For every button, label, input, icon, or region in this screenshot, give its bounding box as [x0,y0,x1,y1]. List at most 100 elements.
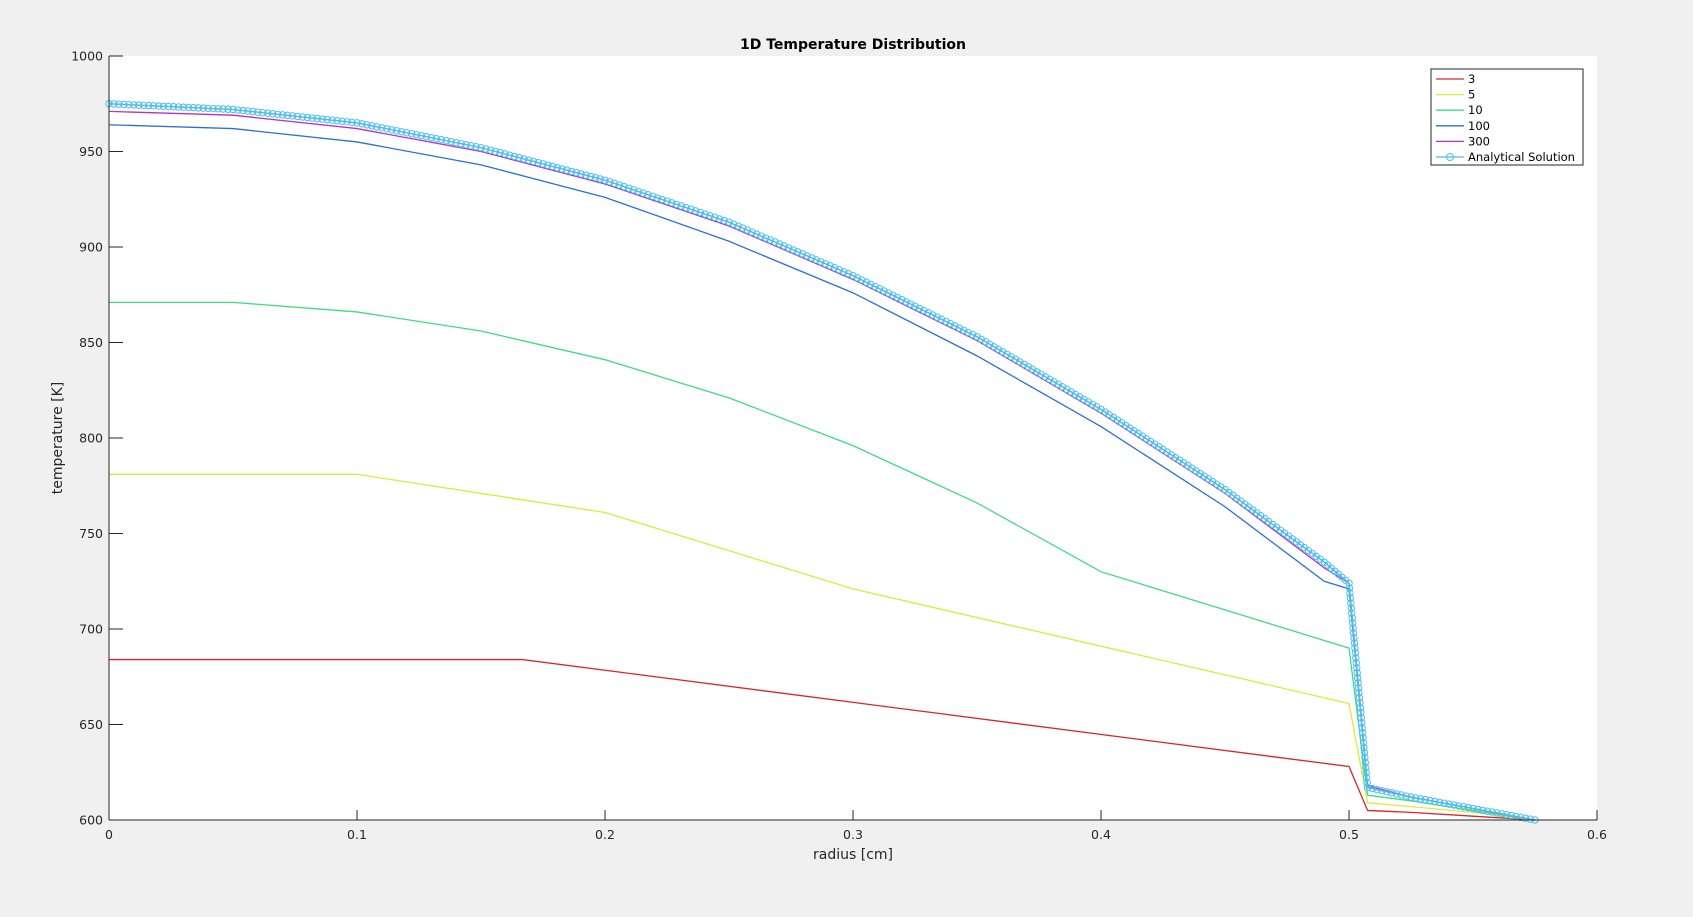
analytical-marker [1003,350,1011,358]
analytical-marker [968,330,977,339]
analytical-marker [766,236,775,244]
analytical-marker [1354,679,1362,687]
analytical-marker [1450,801,1458,809]
analytical-marker [1459,803,1468,811]
analytical-marker [1080,395,1088,404]
analytical-marker [278,111,287,119]
analytical-marker [224,105,232,113]
analytical-marker [1426,796,1434,805]
chart-title: 1D Temperature Distribution [740,37,966,53]
analytical-marker [353,119,361,127]
analytical-marker [392,127,401,135]
analytical-marker [1346,594,1355,602]
y-tick-label: 900 [79,240,103,255]
analytical-marker [1435,798,1444,807]
analytical-marker [639,189,647,197]
analytical-marker [1353,664,1361,672]
analytical-marker [1363,783,1372,792]
x-axis-label: radius [cm] [813,847,893,863]
analytical-marker [906,300,915,308]
analytical-marker [682,203,690,212]
analytical-marker [1355,689,1363,697]
analytical-marker [1526,815,1534,823]
y-ticks: 600 650 700 750 800 850 900 950 1000 [71,49,123,828]
analytical-marker [994,345,1003,353]
analytical-marker [1464,803,1472,812]
analytical-marker [130,101,138,109]
analytical-marker [915,304,924,313]
analytical-marker [323,115,331,124]
analytical-marker [803,252,811,260]
analytical-marker [771,238,779,246]
analytical-marker [1416,795,1425,803]
analytical-marker [929,311,937,319]
analytical-marker [115,100,123,108]
analytical-marker [1445,800,1453,808]
analytical-marker [743,226,752,234]
analytical-marker [313,114,322,123]
analytical-marker [1360,743,1368,752]
analytical-marker [951,322,959,330]
y-tick-label: 950 [79,144,103,159]
analytical-marker [1345,579,1353,587]
analytical-marker [653,194,662,202]
analytical-marker [1352,654,1360,662]
analytical-marker [1028,365,1037,374]
analytical-marker [677,202,686,210]
analytical-marker [422,133,431,141]
analytical-marker [1350,639,1359,647]
analytical-marker [663,197,671,205]
analytical-marker [452,139,460,147]
analytical-marker [1440,799,1449,807]
analytical-marker [648,192,657,201]
analytical-marker [1516,813,1525,822]
analytical-marker [1357,714,1365,722]
analytical-marker [524,156,533,164]
analytical-marker [696,208,705,217]
analytical-marker [1058,383,1067,391]
analytical-marker [1507,811,1515,820]
analytical-marker [1358,724,1366,732]
analytical-marker [812,256,820,264]
analytical-marker [902,298,910,306]
analytical-marker [159,102,168,110]
analytical-marker [184,103,193,112]
analytical-marker [734,222,742,230]
analytical-marker [577,170,585,178]
analytical-marker [835,266,843,274]
analytical-marker [293,112,302,121]
analytical-marker [259,108,267,117]
analytical-marker [144,101,153,110]
analytical-marker [462,141,470,149]
analytical-marker [472,142,480,151]
y-tick-label: 1000 [71,49,103,64]
analytical-marker [1388,789,1396,797]
analytical-marker [1041,373,1050,381]
analytical-marker [615,181,624,189]
analytical-marker [794,248,802,256]
analytical-marker [1454,802,1463,810]
analytical-marker [1474,805,1482,814]
analytical-marker [548,162,557,171]
analytical-marker [515,153,523,162]
analytical-marker [567,167,576,176]
analytical-marker [254,108,262,116]
analytical-marker [239,106,247,115]
analytical-marker [964,328,972,337]
analytical-marker [1349,629,1358,637]
analytical-marker [1352,659,1360,667]
analytical-marker [798,250,807,258]
analytical-marker [1397,791,1406,799]
analytical-marker [1348,614,1356,622]
analytical-marker [244,107,252,115]
analytical-marker [437,136,446,144]
analytical-marker [1024,363,1033,371]
analytical-marker [826,262,834,270]
analytical-marker [867,280,875,289]
analytical-marker [586,172,595,181]
legend-label: Analytical Solution [1468,150,1575,164]
analytical-marker [977,335,985,343]
analytical-marker [1054,380,1062,389]
